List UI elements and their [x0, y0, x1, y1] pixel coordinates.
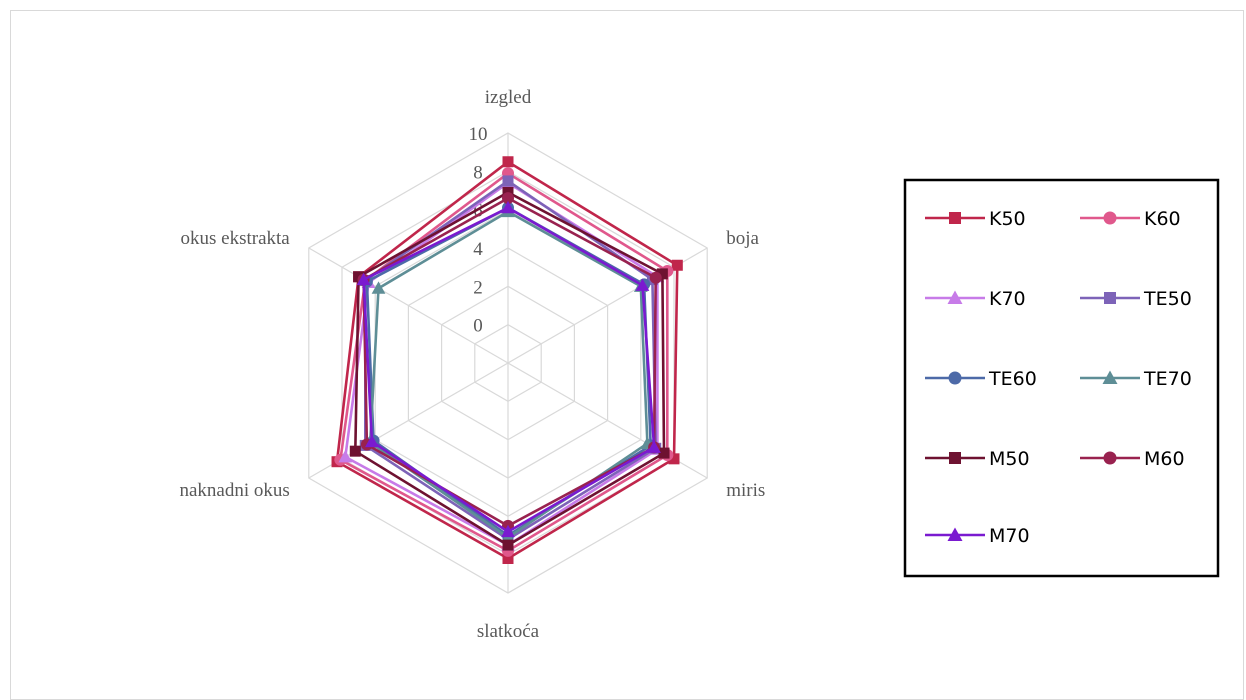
legend-label: M60: [1144, 448, 1185, 470]
legend-item-TE50: TE50: [1080, 288, 1192, 310]
legend-item-TE70: TE70: [1080, 368, 1192, 390]
data-point: [502, 539, 514, 551]
legend-marker: [1104, 292, 1116, 304]
legend-item-M50: M50: [925, 448, 1030, 470]
series-K60: [334, 167, 674, 557]
radar-axis-labels: izgled boja miris slatkoća naknadni okus okus…: [179, 87, 765, 642]
data-point: [371, 281, 386, 294]
tick-label: 0: [473, 316, 483, 337]
series-line: [335, 160, 679, 561]
legend-marker: [949, 452, 961, 464]
data-point: [349, 445, 361, 457]
legend-item-K50: K50: [925, 208, 1026, 230]
data-point: [502, 192, 514, 205]
legend-item-M60: M60: [1080, 448, 1185, 470]
radar-tick-labels: 0 2 4 6 8 10: [469, 124, 488, 337]
legend-marker: [948, 371, 962, 385]
legend-marker: [949, 212, 961, 224]
legend-item-M70: M70: [925, 525, 1030, 547]
data-point: [502, 553, 514, 564]
tick-label: 10: [469, 124, 488, 145]
data-point: [501, 524, 515, 538]
legend-label: K70: [989, 288, 1026, 310]
legend-label: M70: [989, 525, 1030, 547]
data-point: [502, 175, 514, 187]
series-M70: [356, 200, 661, 538]
series-K50: [331, 156, 683, 564]
radar-series: [331, 156, 683, 564]
axis-label: izgled: [485, 87, 532, 108]
data-point: [501, 200, 515, 214]
legend-label: TE50: [1143, 288, 1192, 310]
tick-label: 8: [473, 162, 483, 183]
legend-item-K70: K70: [925, 288, 1026, 310]
grid-spoke: [308, 247, 509, 364]
data-point: [668, 453, 680, 465]
axis-label: okus ekstrakta: [181, 228, 291, 249]
axis-label: miris: [726, 480, 765, 501]
data-point: [502, 156, 514, 168]
data-point: [649, 271, 662, 284]
data-point: [338, 450, 353, 463]
data-point: [647, 440, 661, 453]
legend-label: TE70: [1143, 368, 1192, 390]
data-point: [656, 268, 668, 280]
legend-label: K50: [989, 208, 1026, 230]
legend-label: TE60: [988, 368, 1037, 390]
legend-item-K60: K60: [1080, 208, 1181, 230]
legend-label: K60: [1144, 208, 1181, 230]
data-point: [658, 447, 670, 459]
legend-marker: [947, 290, 963, 304]
data-point: [365, 434, 379, 448]
legend-marker: [1103, 211, 1117, 225]
tick-label: 6: [473, 201, 483, 222]
data-point: [635, 278, 650, 291]
data-point: [356, 272, 371, 286]
tick-label: 4: [473, 239, 483, 260]
legend-item-TE60: TE60: [925, 368, 1037, 390]
legend-marker: [947, 527, 963, 541]
axis-label: boja: [726, 228, 759, 249]
axis-label: slatkoća: [477, 621, 540, 642]
legend-marker: [1102, 370, 1118, 384]
data-point: [671, 259, 683, 271]
axis-label: naknadni okus: [179, 480, 289, 501]
legend: K50 K60 K70 TE50 TE60 TE70 M50 M60 M70: [903, 178, 1220, 578]
legend-label: M50: [989, 448, 1030, 470]
legend-marker: [1103, 451, 1117, 465]
tick-label: 2: [473, 277, 483, 298]
